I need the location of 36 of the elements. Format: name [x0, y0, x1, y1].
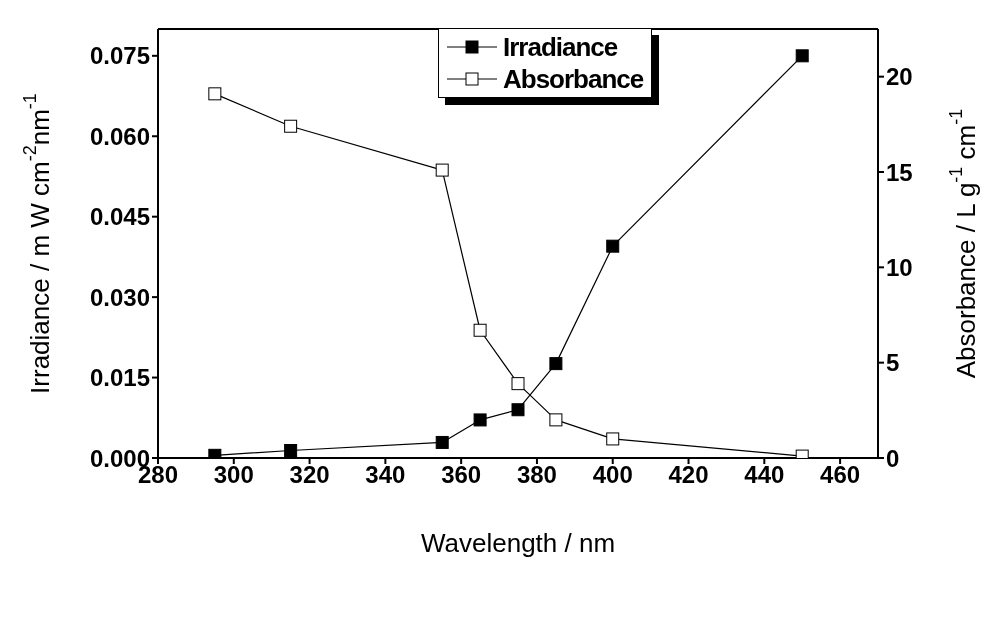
- x-tick-label: 380: [516, 461, 557, 489]
- x-tick-label: 420: [668, 461, 709, 489]
- x-tick-label: 360: [441, 461, 482, 489]
- x-tick-label: 460: [820, 461, 861, 489]
- point: [284, 443, 298, 457]
- y-tick-label: 0.045: [89, 203, 150, 231]
- x-tick-label: 320: [289, 461, 330, 489]
- point: [606, 239, 620, 253]
- point: [511, 377, 525, 391]
- x-tick-label: 340: [365, 461, 406, 489]
- point: [795, 49, 809, 63]
- y2-tick-label: 0: [886, 444, 900, 472]
- y-tick-label: 0.030: [89, 283, 150, 311]
- y2-tick-label: 10: [886, 253, 913, 281]
- legend-label: Irradiance: [503, 31, 618, 63]
- y-tick-label: 0.015: [89, 364, 150, 392]
- y-tick-label: 0.075: [89, 42, 150, 70]
- x-axis-title: Wavelength / nm: [420, 528, 616, 558]
- point: [549, 413, 563, 427]
- x-tick-label: 400: [592, 461, 633, 489]
- y-tick-label: 0.060: [89, 122, 150, 150]
- point: [435, 435, 449, 449]
- point: [473, 413, 487, 427]
- point: [511, 403, 525, 417]
- point: [284, 119, 298, 133]
- x-tick-label: 440: [744, 461, 785, 489]
- legend-label: Absorbance: [503, 63, 644, 95]
- y2-tick-label: 5: [886, 349, 900, 377]
- point: [606, 432, 620, 446]
- point: [208, 87, 222, 101]
- point: [549, 357, 563, 371]
- y2-tick-label: 20: [886, 63, 913, 91]
- point: [473, 323, 487, 337]
- x-tick-label: 300: [213, 461, 254, 489]
- point: [435, 163, 449, 177]
- y2-tick-label: 15: [886, 158, 913, 186]
